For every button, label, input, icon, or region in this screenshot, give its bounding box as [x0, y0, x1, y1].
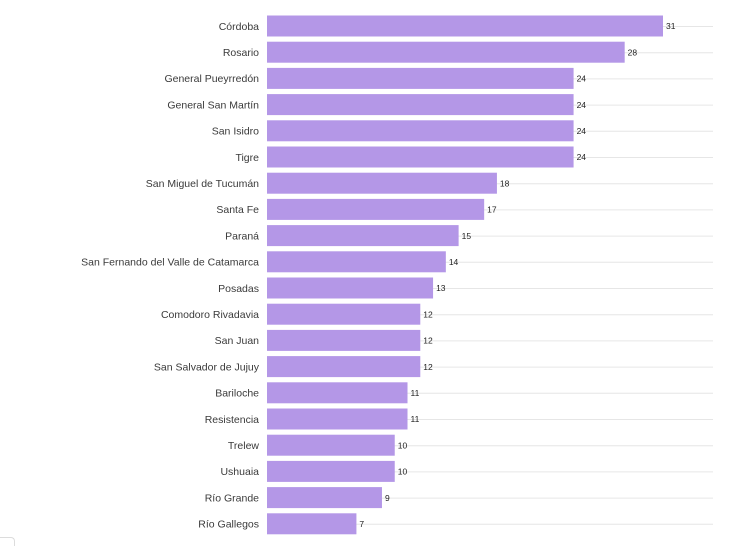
category-label: Paraná	[225, 230, 259, 242]
bar	[267, 41, 625, 63]
category-label: San Miguel de Tucumán	[146, 178, 259, 190]
value-label: 18	[500, 178, 510, 188]
category-label: Río Grande	[205, 492, 259, 504]
category-label: Rosario	[223, 47, 259, 59]
category-label: San Fernando del Valle de Catamarca	[81, 257, 259, 269]
value-label: 31	[666, 21, 676, 31]
value-labels: 31 28 24 24 24 24 18 17 15 14 13 12 12 12 11 11 10 10 9 7	[359, 21, 675, 529]
bar	[267, 277, 434, 299]
bar	[267, 513, 357, 535]
value-label: 11	[411, 414, 420, 424]
bar	[267, 329, 421, 351]
value-label: 24	[577, 100, 587, 110]
value-label: 12	[423, 309, 433, 319]
category-label: Trelew	[228, 440, 260, 452]
bar	[267, 382, 408, 404]
category-label: Resistencia	[205, 414, 259, 426]
value-label: 24	[577, 74, 587, 84]
category-label: General Pueyrredón	[164, 73, 259, 85]
bar	[267, 487, 382, 509]
value-label: 10	[398, 440, 408, 450]
category-label: General San Martín	[167, 99, 259, 111]
bar	[267, 120, 574, 142]
value-label: 9	[385, 493, 390, 503]
value-label: 11	[411, 388, 420, 398]
bar	[267, 303, 421, 325]
category-label: Tigre	[235, 152, 259, 164]
value-label: 14	[449, 257, 459, 267]
value-label: 24	[577, 126, 587, 136]
bar	[267, 225, 459, 247]
bar	[267, 251, 446, 273]
value-label: 10	[398, 467, 408, 477]
bar	[267, 408, 408, 430]
bar	[267, 356, 421, 378]
category-label: Comodoro Rivadavia	[161, 309, 259, 321]
category-label: Santa Fe	[216, 204, 259, 216]
category-label: Bariloche	[215, 388, 259, 400]
bar	[267, 94, 574, 116]
bar	[267, 67, 574, 89]
category-label: Posadas	[218, 283, 259, 295]
value-label: 24	[577, 152, 587, 162]
value-label: 12	[423, 336, 433, 346]
value-label: 28	[628, 47, 638, 57]
bars	[267, 15, 663, 535]
category-label: San Juan	[215, 335, 260, 347]
category-labels: Córdoba Rosario General Pueyrredón General …	[81, 21, 260, 531]
value-label: 15	[462, 231, 472, 241]
value-label: 7	[359, 519, 364, 529]
bar	[267, 198, 485, 220]
value-label: 13	[436, 283, 446, 293]
category-label: Ushuaia	[220, 466, 259, 478]
value-label: 17	[487, 205, 497, 215]
corner-marker	[0, 537, 15, 546]
category-label: San Salvador de Jujuy	[154, 361, 260, 373]
bar	[267, 172, 497, 194]
bar	[267, 146, 574, 168]
value-label: 12	[423, 362, 433, 372]
bar	[267, 460, 395, 482]
bar	[267, 434, 395, 456]
category-label: San Isidro	[212, 126, 259, 138]
category-label: Río Gallegos	[198, 519, 259, 531]
category-label: Córdoba	[219, 21, 259, 33]
bar	[267, 15, 663, 37]
